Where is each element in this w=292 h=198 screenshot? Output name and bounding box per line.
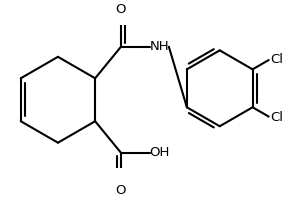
Text: OH: OH xyxy=(150,146,170,159)
Text: NH: NH xyxy=(150,40,169,53)
Text: Cl: Cl xyxy=(270,53,283,66)
Text: O: O xyxy=(116,184,126,196)
Text: O: O xyxy=(116,3,126,16)
Text: Cl: Cl xyxy=(270,111,283,124)
